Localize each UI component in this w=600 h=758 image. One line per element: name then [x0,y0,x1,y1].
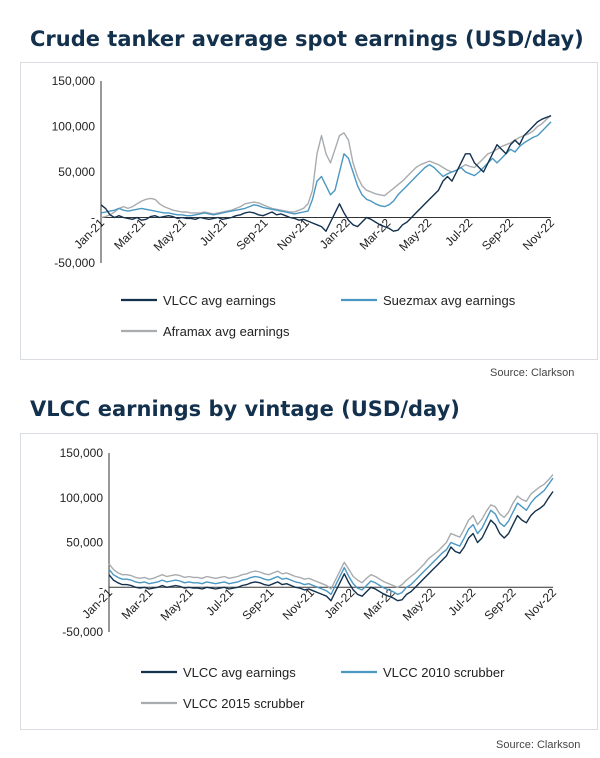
chart-2-y-tick-label: 100,000 [60,491,104,505]
chart-2-y-tick-label: - [99,580,103,594]
chart-2-x-tick-label: Mar-21 [119,585,156,622]
chart-1-series-suezmax-avg-earnings [100,121,552,217]
chart-2-legend-label: VLCC 2010 scrubber [383,665,505,680]
chart-2-x-tick-label: Sep-21 [239,585,276,622]
chart-1-title: Crude tanker average spot earnings (USD/… [30,27,584,51]
chart-2-y-tick-label: 150,000 [60,446,104,460]
chart-2-title: VLCC earnings by vintage (USD/day) [30,397,460,421]
chart-2-y-tick-label: 50,000 [66,536,103,550]
chart-1-x-tick-label: Jan-22 [317,215,353,251]
chart-1-series-vlcc-avg-earnings [100,114,552,232]
chart-1-source: Source: Clarkson [490,367,575,379]
chart-2-series-vlcc-avg-earnings [108,491,554,602]
chart-2-x-tick-label: May-22 [400,585,438,623]
chart-1-x-tick-label: May-22 [396,215,434,253]
chart-2-series-vlcc-2015-scrubber [108,474,554,590]
chart-1-x-tick-label: Jul-22 [442,215,475,248]
chart-2-series-vlcc-2010-scrubber [108,477,554,596]
chart-1-x-tick-label: May-21 [151,215,189,253]
chart-1-y-tick-label: 50,000 [58,165,95,179]
chart-1-y-tick-label: -50,000 [54,256,95,270]
chart-2-x-tick-label: Jan-21 [79,585,115,621]
chart-1-legend-label: VLCC avg earnings [163,293,276,308]
chart-2-source: Source: Clarkson [496,739,581,751]
chart-1-y-tick-label: 150,000 [52,74,96,88]
chart-1-x-tick-label: Jan-21 [71,215,107,251]
chart-2-x-tick-label: Sep-22 [481,585,518,622]
chart-2-x-tick-label: Jul-22 [445,585,478,618]
chart-1-series-aframax-avg-earnings [100,115,552,219]
chart-2-y-tick-label: -50,000 [62,625,103,639]
chart-1-legend-label: Suezmax avg earnings [383,293,516,308]
chart-1-x-tick-label: Mar-21 [111,215,148,252]
chart-2-x-tick-label: May-21 [158,585,196,623]
chart-2-x-tick-label: Jul-21 [203,585,236,618]
chart-2-legend-label: VLCC avg earnings [183,665,296,680]
chart-1-x-tick-label: Sep-21 [233,215,270,252]
chart-1-y-tick-label: - [91,211,95,225]
chart-1-x-tick-label: Jul-21 [197,215,230,248]
chart-1-y-tick-label: 100,000 [52,120,96,134]
chart-2-legend-label: VLCC 2015 scrubber [183,696,305,711]
chart-2-panel: -50,000-50,000 100,000 150,000 Jan-21 Mar-21… [20,433,598,730]
chart-2-x-tick-label: Nov-22 [522,585,559,622]
chart-1-panel: -50,000-50,000 100,000 150,000 Jan-21 Mar-21… [20,62,598,360]
chart-1-x-tick-label: Sep-22 [479,215,516,252]
chart-1-legend-label: Aframax avg earnings [163,324,290,339]
chart-1-x-tick-label: Nov-22 [520,215,557,252]
